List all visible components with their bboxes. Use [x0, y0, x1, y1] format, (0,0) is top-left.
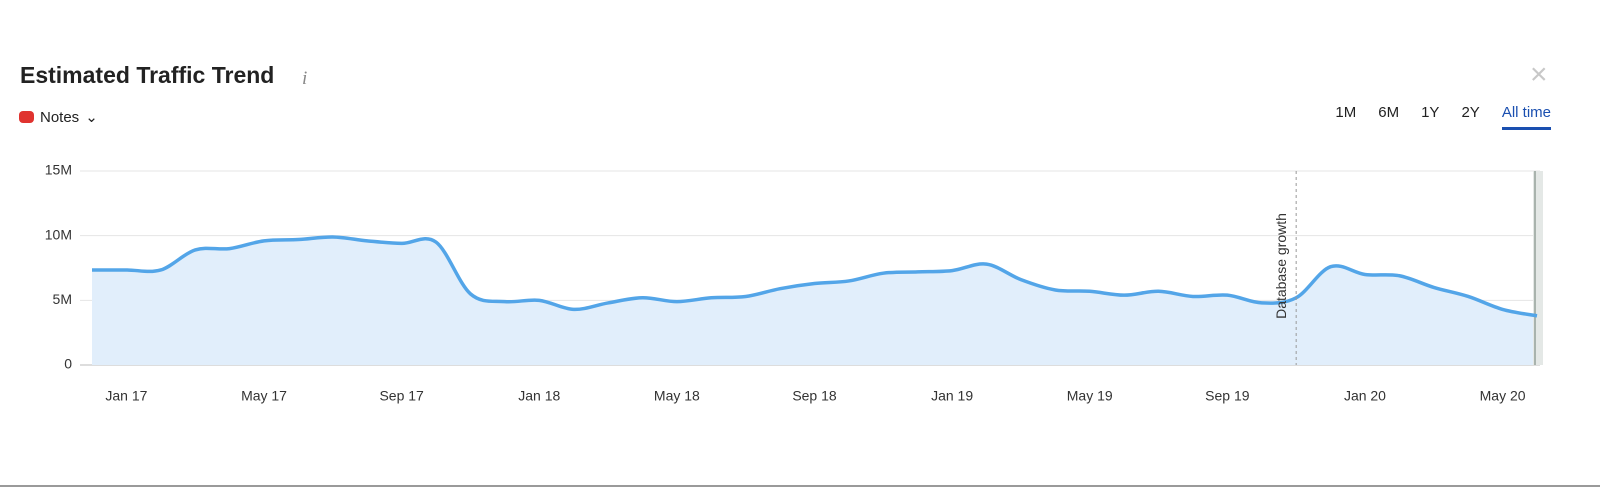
x-tick-label: Sep 17 — [379, 388, 424, 404]
range-button[interactable]: 6M — [1378, 104, 1400, 121]
x-tick-label: May 17 — [241, 388, 287, 404]
x-tick-label: May 20 — [1480, 388, 1526, 404]
x-tick-label: May 19 — [1067, 388, 1113, 404]
range-button[interactable]: All time — [1501, 104, 1551, 130]
x-tick-label: Jan 17 — [105, 388, 147, 404]
annotation: Database growth — [1273, 213, 1289, 319]
hover-marker — [1533, 171, 1543, 365]
x-tick-label: Jan 20 — [1344, 388, 1386, 404]
range-button[interactable]: 1Y — [1421, 104, 1440, 121]
x-tick-label: Sep 18 — [792, 388, 837, 404]
info-icon[interactable]: i — [302, 68, 308, 89]
title: Estimated Traffic Trend — [20, 62, 275, 88]
close-button[interactable]: × — [1530, 58, 1548, 91]
x-tick-label: Sep 19 — [1205, 388, 1250, 404]
x-tick-label: Jan 19 — [931, 388, 973, 404]
notes-dropdown[interactable]: Notes ⌄ — [19, 108, 98, 126]
x-tick-label: May 18 — [654, 388, 700, 404]
y-tick-label: 5M — [53, 291, 72, 307]
range-button[interactable]: 1M — [1335, 104, 1357, 121]
y-tick-label: 0 — [64, 356, 72, 372]
y-tick-label: 15M — [45, 162, 72, 178]
chevron: ⌄ — [85, 109, 98, 126]
range-selector: 1M 6M 1Y 2Y All time — [1335, 104, 1551, 130]
area — [92, 236, 1537, 365]
notes-icon — [19, 111, 34, 123]
range-button[interactable]: 2Y — [1461, 104, 1480, 121]
y-tick-label: 10M — [45, 226, 72, 242]
notes-label: Notes — [40, 108, 80, 126]
x-tick-label: Jan 18 — [518, 388, 560, 404]
